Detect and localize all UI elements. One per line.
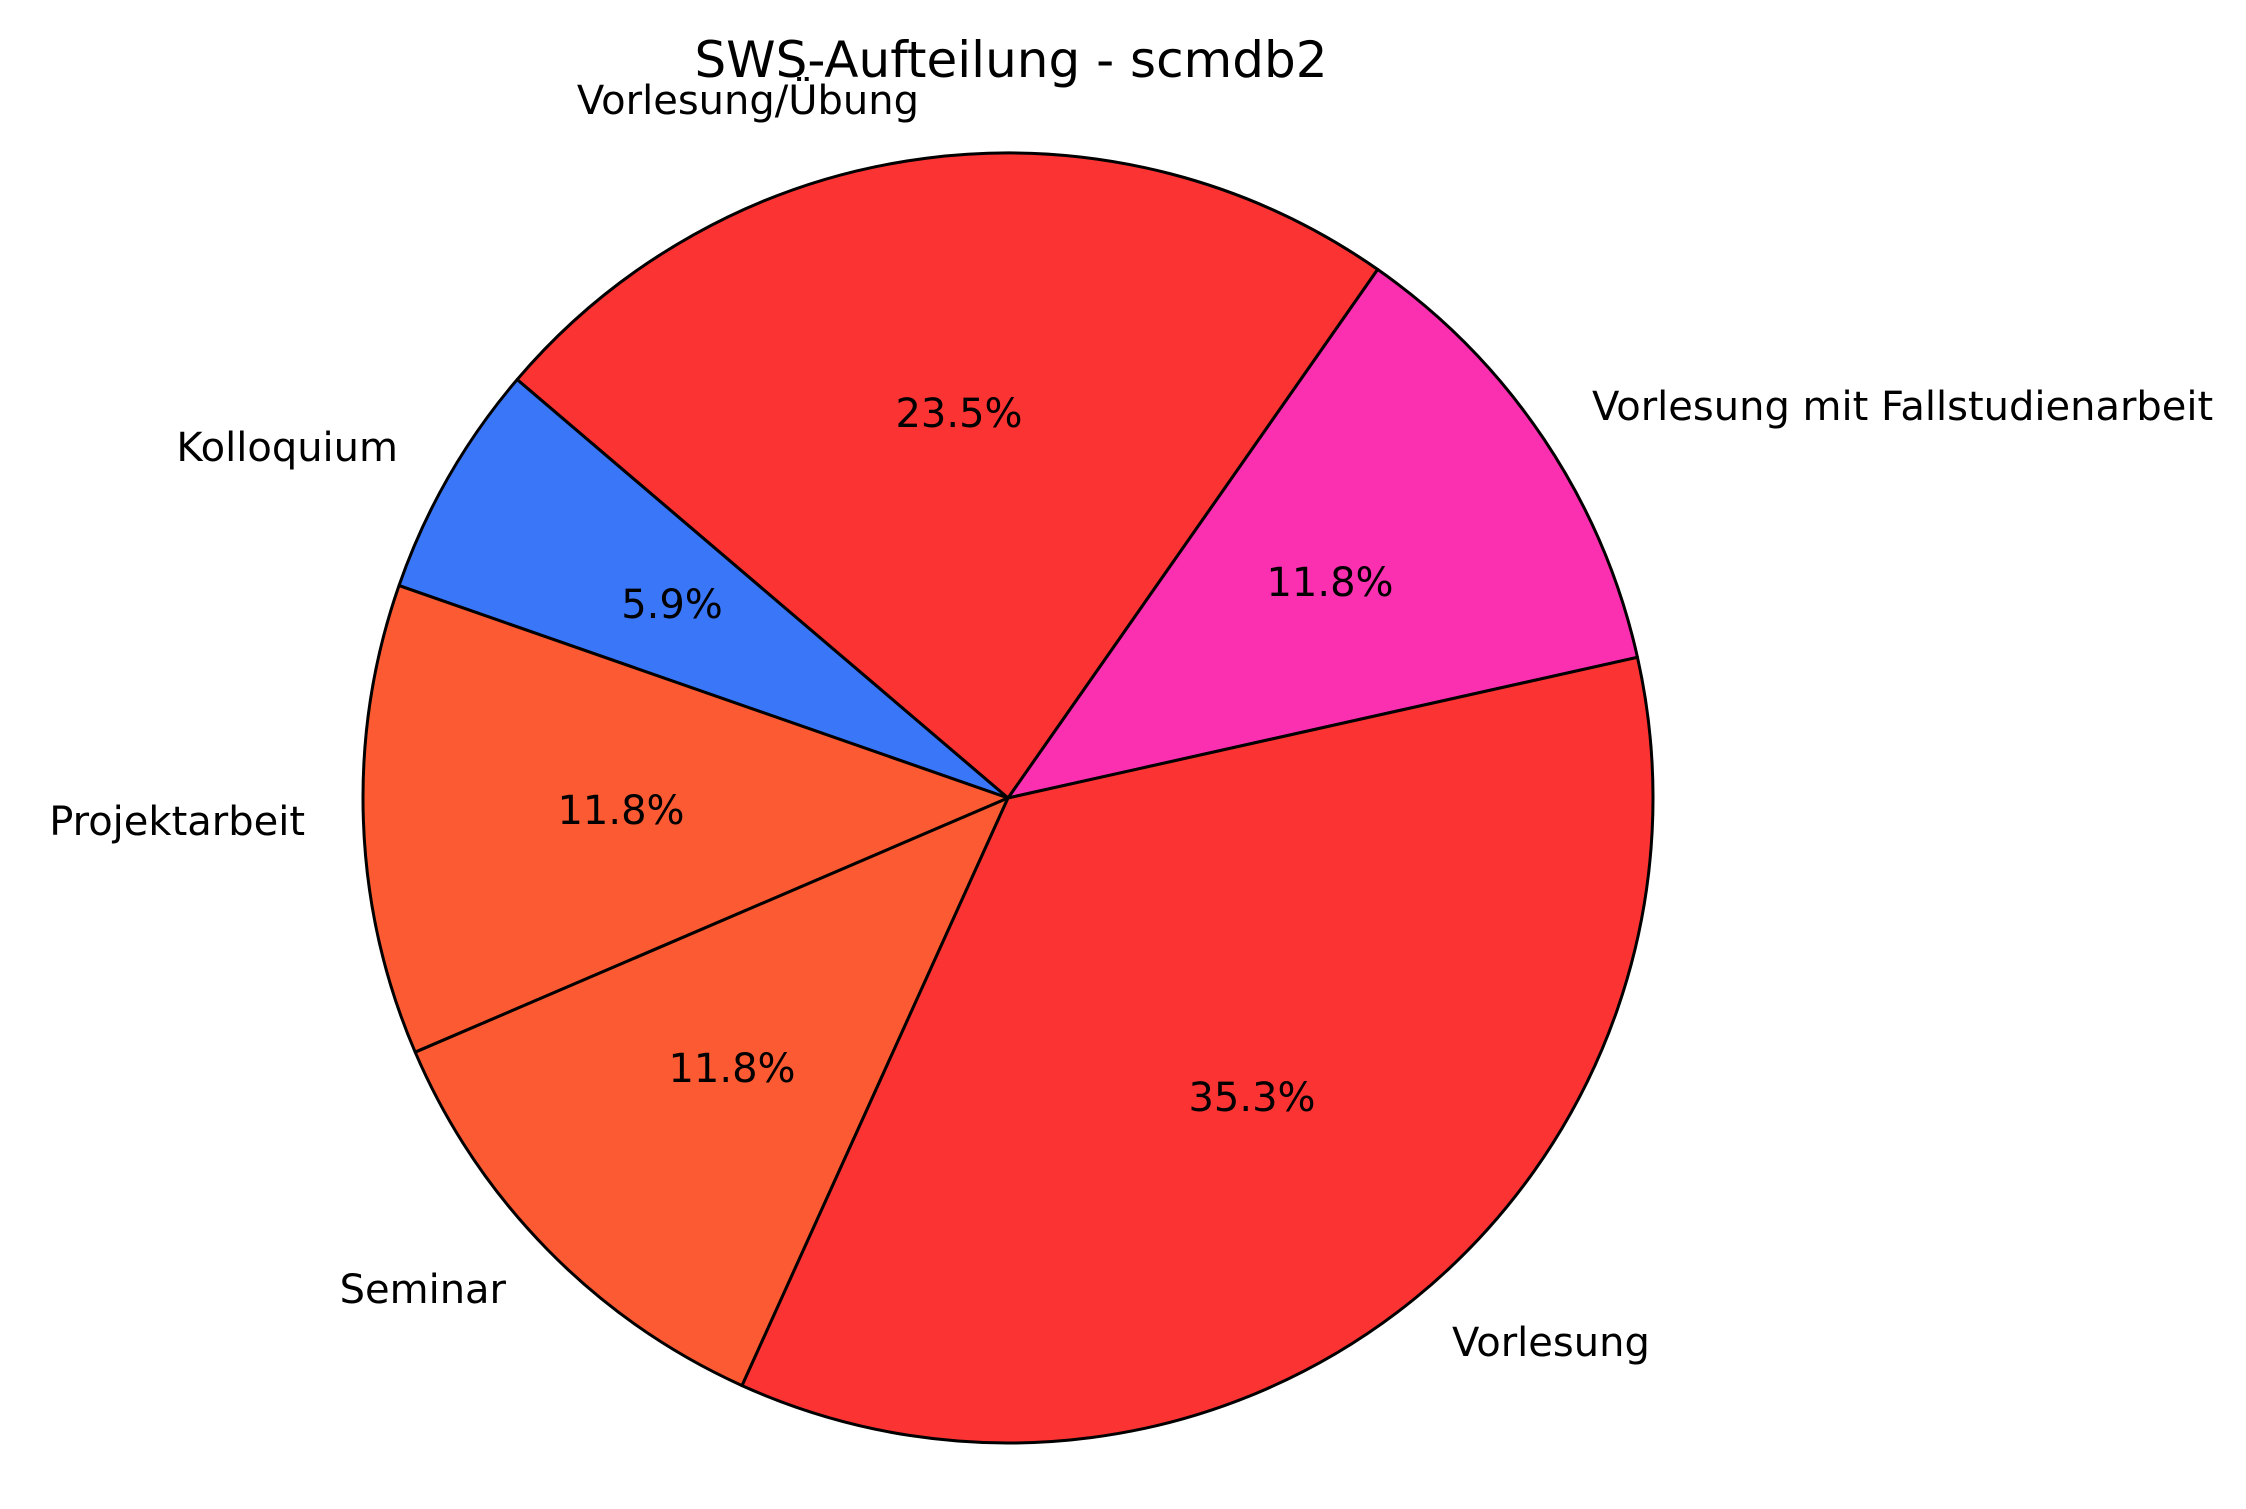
pie-slice-vorlesung [740,655,1655,1445]
pie-slice-kolloquium [397,378,1010,800]
pct-label-seminar: 11.8% [668,1046,796,1092]
pct-label-kolloquium: 5.9% [621,582,723,628]
pct-label-vorlesung: 35.3% [1188,1075,1316,1121]
slice-label-projektarbeit: Projektarbeit [49,799,305,845]
pie-slice-vorlesung-bung [515,151,1380,800]
chart-title: SWS-Aufteilung - scmdb2 [694,31,1328,89]
pie-slice-seminar [413,796,1010,1388]
pie-slice-vorlesung-mit-fallstudienarbeit [1006,267,1639,800]
pct-label-projektarbeit: 11.8% [557,788,685,834]
pct-label-vorlesung-mit-fallstudienarbeit: 11.8% [1266,560,1394,606]
slice-label-vorlesung-bung: Vorlesung/Übung [576,78,919,124]
pie-slice-projektarbeit [361,584,1010,1054]
slice-label-vorlesung-mit-fallstudienarbeit: Vorlesung mit Fallstudienarbeit [1592,384,2214,430]
pct-label-vorlesung-bung: 23.5% [895,391,1023,437]
slice-label-vorlesung: Vorlesung [1452,1320,1650,1366]
slice-label-seminar: Seminar [339,1267,506,1313]
slice-label-kolloquium: Kolloquium [176,425,398,471]
